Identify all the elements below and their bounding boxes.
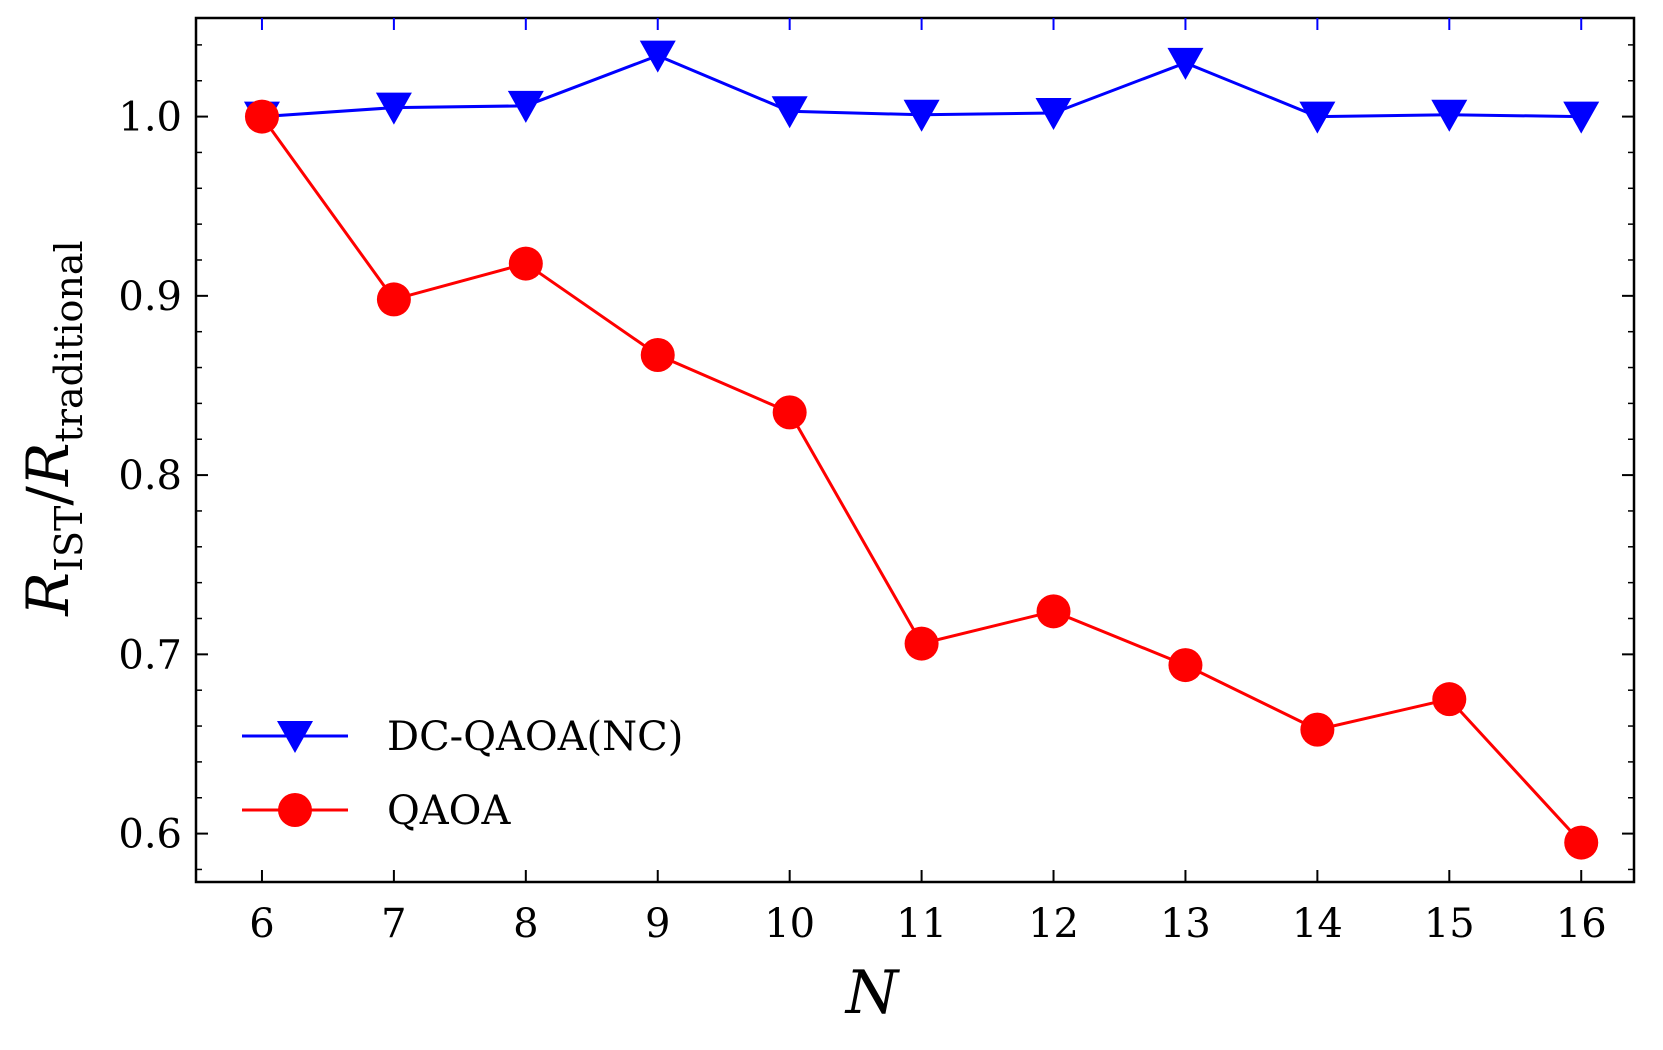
- data-point-dc-qaoa-nc-8: [507, 90, 544, 123]
- x-tick-label: 6: [249, 901, 274, 947]
- plot-area: [243, 40, 1600, 860]
- legend-label-qaoa: QAOA: [387, 788, 511, 834]
- y-tick-label: 0.8: [118, 453, 182, 499]
- data-point-qaoa-14: [1300, 712, 1335, 747]
- data-point-dc-qaoa-nc-13: [1167, 47, 1204, 80]
- data-point-qaoa-6: [244, 99, 279, 134]
- y-label-main2: R: [14, 442, 82, 487]
- x-tick-label: 14: [1292, 901, 1343, 947]
- data-point-qaoa-9: [640, 337, 675, 372]
- x-axis-label: N: [844, 958, 901, 1028]
- data-point-dc-qaoa-nc-15: [1431, 99, 1468, 132]
- x-tick-label: 8: [513, 901, 538, 947]
- x-tick-label: 13: [1160, 901, 1211, 947]
- data-point-dc-qaoa-nc-11: [903, 99, 940, 132]
- data-point-qaoa-12: [1036, 594, 1071, 629]
- y-label-sub2: traditional: [47, 240, 91, 442]
- data-point-qaoa-7: [376, 282, 411, 317]
- y-axis-label: RIST/Rtraditional: [14, 240, 91, 616]
- y-label-sub1: IST: [47, 506, 91, 572]
- axis-labels: N RIST/Rtraditional: [14, 240, 901, 1028]
- data-point-dc-qaoa-nc-10: [771, 96, 808, 129]
- data-point-dc-qaoa-nc-14: [1299, 101, 1336, 134]
- axes: 6 7 8 9 10 11 12 13 14 15 16 0.6 0.7 0.8 0.9 1.0: [118, 16, 1636, 947]
- plot-frame: [194, 16, 1636, 884]
- y-label-main: R: [14, 572, 82, 617]
- data-point-qaoa-16: [1564, 825, 1599, 860]
- x-tick-label: 9: [645, 901, 670, 947]
- x-tick-label: 12: [1028, 901, 1079, 947]
- legend-marker-qaoa: [278, 793, 312, 827]
- data-point-dc-qaoa-nc-9: [639, 40, 676, 73]
- y-tick-label: 0.6: [118, 812, 182, 858]
- y-tick-label: 0.9: [118, 274, 182, 320]
- legend: DC-QAOA(NC) QAOA: [242, 714, 683, 834]
- x-tick-label: 16: [1556, 901, 1607, 947]
- legend-marker-dc-qaoa-nc: [277, 721, 313, 753]
- x-tick-label: 15: [1424, 901, 1475, 947]
- data-point-dc-qaoa-nc-7: [375, 92, 412, 125]
- x-tick-label: 11: [896, 901, 947, 947]
- legend-label-dc-qaoa-nc: DC-QAOA(NC): [387, 714, 683, 760]
- data-point-dc-qaoa-nc-12: [1035, 98, 1072, 131]
- data-point-qaoa-10: [772, 395, 807, 430]
- y-label-slash: /: [14, 486, 82, 506]
- data-point-dc-qaoa-nc-16: [1563, 101, 1600, 134]
- x-tick-label: 10: [764, 901, 815, 947]
- x-tick-label: 7: [381, 901, 406, 947]
- data-point-qaoa-8: [508, 246, 543, 281]
- data-point-qaoa-11: [904, 626, 939, 661]
- y-tick-label: 0.7: [118, 632, 182, 678]
- data-point-qaoa-13: [1168, 648, 1203, 683]
- y-tick-label: 1.0: [118, 95, 182, 141]
- data-point-qaoa-15: [1432, 682, 1467, 717]
